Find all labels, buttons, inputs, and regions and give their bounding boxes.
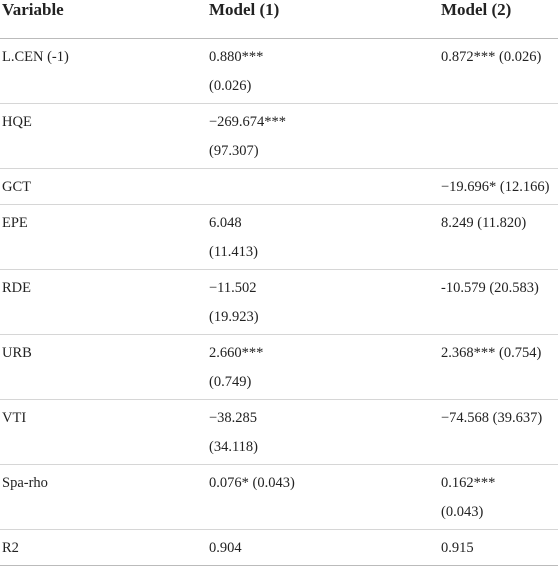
cell-line: 0.880*** — [209, 49, 264, 65]
estimate-cell: 0.872*** (0.026) — [439, 38, 558, 104]
cell-line: 0.904 — [209, 540, 242, 556]
estimate-cell: −38.285 (34.118) — [207, 399, 439, 465]
variable-cell: GCT — [0, 168, 207, 205]
header-row: Variable Model (1) Model (2) — [0, 0, 558, 39]
column-header: Variable — [0, 0, 207, 39]
estimate-cell: 0.880*** (0.026) — [207, 38, 439, 104]
cell-line: 2.368*** (0.754) — [441, 345, 542, 361]
table-row: HQE −269.674*** (97.307) — [0, 103, 558, 169]
table-row: URB 2.660*** (0.749) 2.368*** (0.754) — [0, 334, 558, 400]
cell-line: (19.923) — [209, 309, 259, 325]
estimate-cell — [207, 168, 439, 205]
variable-cell: HQE — [0, 103, 207, 169]
table-row: RDE −11.502 (19.923) -10.579 (20.583) — [0, 269, 558, 335]
cell-line: −11.502 — [209, 280, 257, 296]
cell-line: 0.872*** (0.026) — [441, 49, 542, 65]
cell-line: 2.660*** — [209, 345, 264, 361]
cell-line: −74.568 (39.637) — [441, 410, 543, 426]
estimate-cell: −269.674*** (97.307) — [207, 103, 439, 169]
variable-cell: EPE — [0, 204, 207, 270]
table-row: R2 0.904 0.915 — [0, 529, 558, 566]
estimate-cell: 2.368*** (0.754) — [439, 334, 558, 400]
variable-cell: Spa-rho — [0, 464, 207, 530]
estimate-cell: -10.579 (20.583) — [439, 269, 558, 335]
estimate-cell: −11.502 (19.923) — [207, 269, 439, 335]
cell-line: (97.307) — [209, 143, 259, 159]
variable-cell: L.CEN (-1) — [0, 38, 207, 104]
cell-line: (0.026) — [209, 78, 252, 94]
estimate-cell — [439, 103, 558, 169]
table-row: Spa-rho 0.076* (0.043) 0.162*** (0.043) — [0, 464, 558, 530]
estimate-cell: −74.568 (39.637) — [439, 399, 558, 465]
table-row: L.CEN (-1) 0.880*** (0.026) 0.872*** (0.026… — [0, 38, 558, 104]
cell-line: −38.285 — [209, 410, 258, 426]
cell-line: −269.674*** — [209, 114, 287, 130]
estimate-cell: 8.249 (11.820) — [439, 204, 558, 270]
estimate-cell: 0.904 — [207, 529, 439, 566]
cell-line: (11.413) — [209, 244, 258, 260]
cell-line: 0.162*** — [441, 475, 496, 491]
cell-line: (0.043) — [441, 504, 484, 520]
table-body: L.CEN (-1) 0.880*** (0.026) 0.872*** (0.026… — [0, 38, 558, 566]
cell-line: −19.696* (12.166) — [441, 179, 550, 195]
table-row: VTI −38.285 (34.118) −74.568 (39.637) — [0, 399, 558, 465]
variable-cell: RDE — [0, 269, 207, 335]
cell-line: (34.118) — [209, 439, 258, 455]
estimate-cell: 0.162*** (0.043) — [439, 464, 558, 530]
cell-line: 6.048 — [209, 215, 242, 231]
cell-line: 0.076* (0.043) — [209, 475, 295, 491]
column-header: Model (2) — [439, 0, 558, 39]
table-row: EPE 6.048 (11.413) 8.249 (11.820) — [0, 204, 558, 270]
column-header: Model (1) — [207, 0, 439, 39]
estimate-cell: 2.660*** (0.749) — [207, 334, 439, 400]
estimate-cell: 0.076* (0.043) — [207, 464, 439, 530]
cell-line: 0.915 — [441, 540, 474, 556]
variable-cell: VTI — [0, 399, 207, 465]
cell-line: 8.249 (11.820) — [441, 215, 527, 231]
cell-line: -10.579 (20.583) — [441, 280, 539, 296]
estimate-cell: 0.915 — [439, 529, 558, 566]
variable-cell: R2 — [0, 529, 207, 566]
estimate-cell: 6.048 (11.413) — [207, 204, 439, 270]
table-row: GCT −19.696* (12.166) — [0, 168, 558, 205]
cell-line: (0.749) — [209, 374, 252, 390]
estimate-cell: −19.696* (12.166) — [439, 168, 558, 205]
variable-cell: URB — [0, 334, 207, 400]
